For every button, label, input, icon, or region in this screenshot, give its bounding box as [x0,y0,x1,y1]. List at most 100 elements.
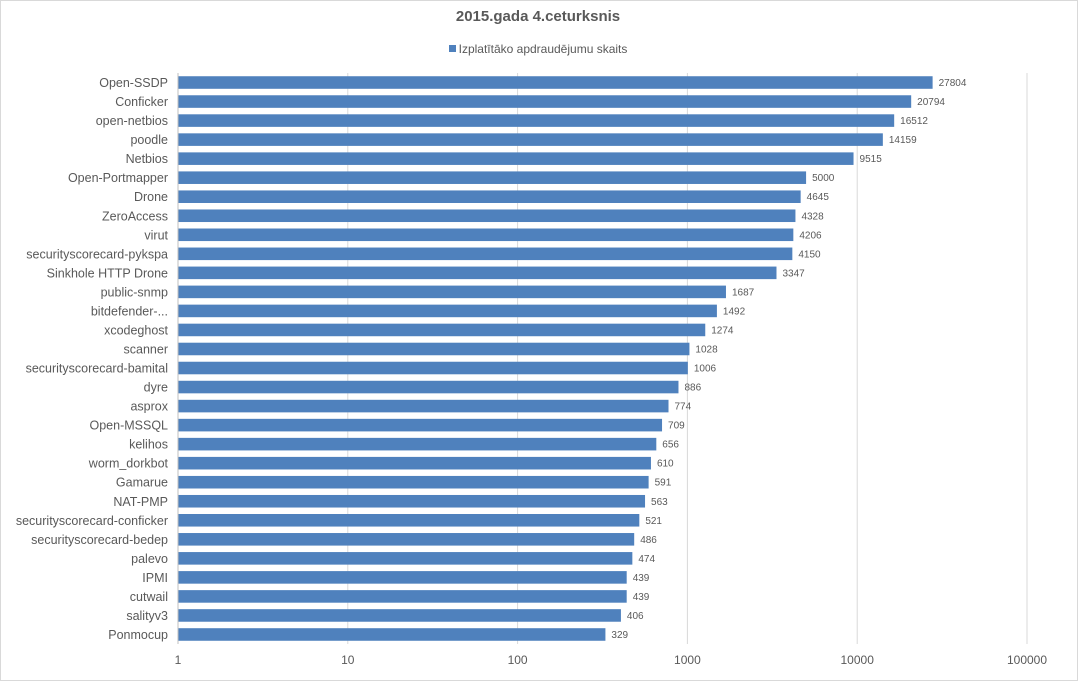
data-label: 16512 [900,116,928,127]
data-label: 474 [638,554,655,565]
bar [178,609,621,622]
category-label: securityscorecard-conficker [16,514,168,528]
bar [178,437,657,451]
bar [178,190,801,203]
category-label: asprox [130,400,168,414]
x-tick-label: 1 [175,653,182,667]
bar [178,114,895,127]
data-label: 886 [684,383,701,394]
category-label: Drone [134,190,168,204]
category-label: salityv3 [126,609,168,623]
bar [178,456,651,470]
data-label: 406 [627,611,644,622]
bar [178,304,717,318]
chart-legend: Izplatītāko apdraudējumu skaits [0,42,1076,56]
legend-label: Izplatītāko apdraudējumu skaits [458,42,628,56]
bar [178,342,690,356]
category-label: securityscorecard-bamital [26,362,168,376]
legend-swatch [448,45,456,52]
bar [178,533,635,546]
bar [178,228,794,242]
data-label: 3347 [782,268,805,279]
category-label: ZeroAccess [102,209,168,223]
data-label: 656 [662,440,679,451]
data-label: 439 [633,573,650,584]
bar [178,475,649,489]
category-label: bitdefender-... [91,304,168,318]
data-label: 329 [611,630,628,641]
category-label: Open-Portmapper [68,171,168,185]
bar [178,171,807,184]
category-label: Open-MSSQL [89,419,168,433]
data-label: 1028 [695,344,718,355]
category-label: kelihos [129,438,168,452]
data-label: 563 [651,497,668,508]
data-label: 774 [675,402,692,413]
bar [178,494,646,508]
category-label: Sinkhole HTTP Drone [47,266,168,280]
bar [178,552,633,565]
bar [178,571,627,584]
data-label: 5000 [812,173,835,184]
data-label: 521 [645,516,662,527]
bar [178,628,606,641]
category-label: poodle [130,133,168,147]
bar [178,590,627,603]
bar [178,380,679,394]
category-label: Ponmocup [108,628,168,642]
category-label: securityscorecard-pykspa [26,247,168,261]
category-label: Netbios [126,152,168,166]
data-label: 1492 [723,306,746,317]
x-tick-label: 100000 [1007,653,1047,667]
data-label: 4150 [798,249,821,260]
category-label: cutwail [130,590,168,604]
category-label: virut [144,228,168,242]
bar [178,247,793,261]
category-label: worm_dorkbot [88,457,169,471]
x-tick-label: 1000 [674,653,701,667]
data-label: 4206 [799,230,822,241]
category-label: open-netbios [96,114,168,128]
bar [178,266,777,280]
data-label: 1274 [711,325,734,336]
x-tick-label: 10000 [841,653,875,667]
chart-title: 2015.gada 4.ceturksnis [455,8,621,25]
data-label: 439 [633,592,650,603]
bar [178,209,796,223]
category-label: Gamarue [116,476,168,490]
x-tick-label: 100 [508,653,528,667]
category-label: dyre [144,381,168,395]
data-label: 4328 [801,211,824,222]
category-label: Conficker [115,95,168,109]
category-label: Open-SSDP [99,76,168,90]
category-label: public-snmp [101,285,168,299]
data-label: 4645 [807,192,830,203]
category-label: scanner [124,342,168,356]
data-label: 20794 [917,97,945,108]
category-label: NAT-PMP [113,495,168,509]
data-label: 610 [657,459,674,470]
x-tick-label: 10 [341,653,355,667]
data-label: 9515 [860,154,883,165]
bar [178,514,640,527]
data-label: 709 [668,421,685,432]
category-label: xcodeghost [104,323,168,337]
category-label: securityscorecard-bedep [31,533,168,547]
bar [178,418,663,432]
data-label: 1006 [694,364,717,375]
data-label: 591 [655,478,672,489]
data-label: 1687 [732,287,755,298]
bar [178,361,688,375]
bar [178,95,912,108]
data-label: 14159 [889,135,917,146]
bar [178,285,726,299]
data-label: 486 [640,535,657,546]
data-label: 27804 [939,78,967,89]
category-label: IPMI [142,571,168,585]
bar [178,133,883,146]
bar [178,76,933,89]
bar [178,323,706,337]
category-label: palevo [131,552,168,566]
